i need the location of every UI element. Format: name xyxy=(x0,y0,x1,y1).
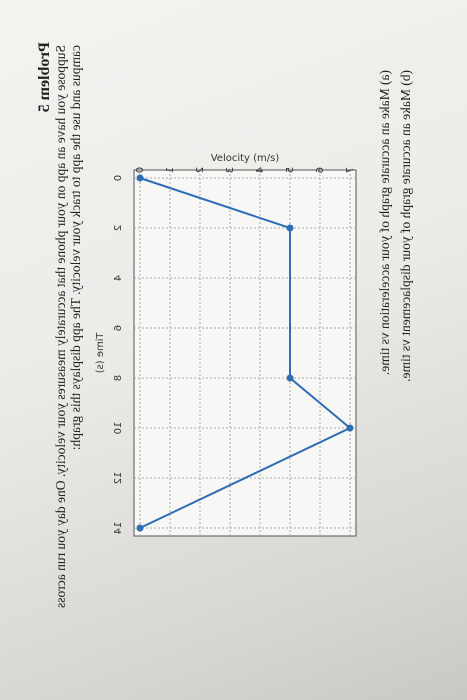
x-tick-label: 8 xyxy=(113,375,124,381)
plot-area xyxy=(133,169,357,537)
y-tick-label: 0 xyxy=(135,167,146,173)
y-tick-label: 6 xyxy=(315,167,326,173)
x-tick-label: 2 xyxy=(113,225,124,231)
y-tick-label: 3 xyxy=(225,167,236,173)
problem-title: Problem 5 xyxy=(36,42,53,113)
x-tick-label: 10 xyxy=(113,422,124,435)
y-tick-label: 4 xyxy=(255,167,266,173)
y-tick-label: 5 xyxy=(285,167,296,173)
x-tick-label: 12 xyxy=(113,472,124,485)
data-point xyxy=(286,224,294,232)
y-tick-label: 1 xyxy=(165,167,176,173)
x-tick-label: 14 xyxy=(113,522,124,535)
x-tick-label: 0 xyxy=(113,175,124,181)
question-a: (a) Make an accurate graph of your accel… xyxy=(377,70,392,376)
y-axis-title: Velocity (m/s) xyxy=(211,153,280,164)
x-tick-label: 6 xyxy=(113,325,124,331)
x-axis-title: Time (s) xyxy=(95,332,106,374)
question-b: (b) Make an accurate graph of your displ… xyxy=(398,70,413,382)
data-point xyxy=(346,424,354,432)
data-point xyxy=(286,374,294,382)
y-tick-label: 7 xyxy=(345,167,356,173)
x-tick-label: 4 xyxy=(113,275,124,281)
problem-text: Suppose you have an app on your phone th… xyxy=(53,45,83,608)
data-point xyxy=(136,174,144,182)
y-tick-label: 2 xyxy=(195,167,206,173)
data-point xyxy=(136,524,144,532)
